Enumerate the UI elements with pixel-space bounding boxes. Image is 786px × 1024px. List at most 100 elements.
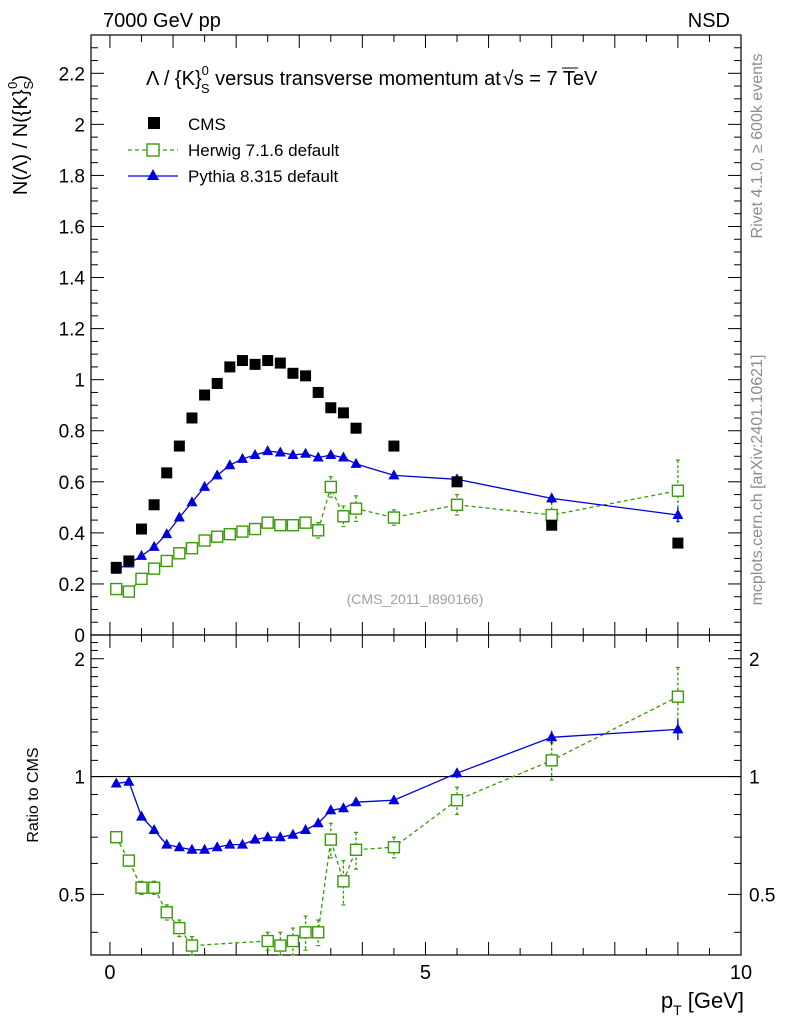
ratio-y-tick-label: 2 — [74, 650, 85, 671]
pythia-ratio-point — [287, 828, 299, 839]
herwig-point — [286, 519, 300, 532]
pythia-point — [546, 492, 558, 503]
herwig-ratio-point — [450, 794, 464, 807]
cms-point — [236, 355, 248, 367]
pythia-point — [186, 496, 198, 507]
herwig-point — [110, 582, 123, 596]
pythia-ratio-point — [123, 775, 135, 786]
main-y-tick-label: 0.6 — [59, 473, 85, 494]
cms-point — [672, 537, 684, 549]
herwig-point — [337, 510, 350, 523]
plot-title: Λ / {K}0 S versus transverse momentum at √… — [146, 63, 598, 96]
pythia-ratio-point — [300, 824, 312, 835]
main-y-axis: 0 0.2 0.4 0.6 0.8 1 1.2 1.4 1.6 1.8 2 2.2 — [59, 34, 741, 647]
pythia-ratio-point — [274, 831, 286, 842]
pythia-point — [388, 469, 400, 480]
pythia-point — [672, 509, 684, 519]
pythia-point — [249, 449, 261, 459]
herwig-point — [261, 516, 274, 529]
main-y-tick-label: 2 — [74, 115, 85, 136]
x-tick-label: 10 — [730, 962, 752, 984]
cms-point — [249, 358, 261, 370]
herwig-ratio-point — [311, 926, 325, 939]
herwig-point — [135, 572, 148, 586]
herwig-point — [545, 508, 558, 522]
herwig-point — [185, 541, 199, 555]
pythia-ratio-point — [148, 824, 160, 835]
analysis-watermark: (CMS_2011_I890166) — [347, 591, 484, 607]
cms-point — [224, 361, 236, 373]
ratio-y-tick-label-right: 1 — [749, 768, 760, 789]
pythia-ratio-point — [236, 838, 248, 849]
pythia-point — [224, 459, 236, 470]
pythia-ratio-point — [546, 731, 558, 742]
ratio-data-layer — [110, 666, 685, 956]
herwig-point — [122, 585, 136, 598]
herwig-ratio-point — [274, 939, 287, 952]
process-label: NSD — [688, 10, 730, 32]
pythia-ratio-line — [116, 728, 678, 851]
ratio-y-tick-label-right: 2 — [749, 650, 760, 671]
herwig-ratio-point — [135, 881, 148, 894]
cms-point — [199, 389, 211, 401]
pythia-ratio-point — [388, 794, 400, 805]
cms-point — [451, 476, 463, 488]
herwig-ratio-point — [545, 754, 558, 767]
herwig-ratio-point — [110, 830, 123, 844]
cms-point — [337, 407, 349, 419]
herwig-point — [198, 534, 211, 547]
cms-point — [262, 355, 274, 367]
pythia-line — [115, 450, 678, 571]
herwig-point — [211, 530, 224, 543]
pythia-ratio-point — [451, 767, 463, 778]
main-y-tick-label: 1.8 — [59, 166, 85, 187]
pythia-ratio-point — [110, 777, 122, 788]
herwig-ratio-point — [160, 906, 173, 919]
cms-point — [388, 440, 400, 452]
herwig-ratio-point — [324, 833, 338, 846]
cms-point — [300, 370, 312, 382]
herwig-ratio-point — [671, 690, 685, 703]
herwig-ratio-point — [299, 926, 312, 939]
cms-point — [123, 555, 135, 567]
pythia-point — [312, 451, 324, 462]
ratio-plot-frame — [90, 634, 742, 956]
cms-point — [350, 422, 362, 434]
pythia-point — [199, 480, 211, 491]
cms-point — [161, 467, 173, 479]
pythia-ratio-point — [173, 841, 185, 852]
herwig-point — [248, 522, 262, 536]
main-y-tick-label: 1.6 — [59, 217, 85, 238]
legend-pythia-marker — [147, 169, 159, 180]
cms-point — [135, 523, 147, 535]
cms-point — [546, 519, 558, 531]
cms-point — [186, 412, 198, 424]
main-y-tick-label: 2.2 — [59, 64, 85, 85]
herwig-point — [324, 480, 338, 494]
main-y-tick-label: 1 — [74, 371, 85, 392]
ratio-y-axis-title: Ratio to CMS — [25, 747, 42, 842]
main-y-tick-label: 1.2 — [59, 320, 85, 341]
herwig-ratio-point — [286, 934, 300, 948]
pythia-point — [211, 469, 223, 480]
x-axis-title: pT [GeV] — [661, 988, 744, 1018]
pythia-ratio-point — [186, 843, 198, 854]
pythia-ratio-point — [161, 838, 173, 849]
rivet-label: Rivet 4.1.0, ≥ 600k events — [749, 54, 766, 239]
herwig-point — [274, 519, 287, 532]
y-axis-title: N(Λ) / N({K}S0) — [5, 75, 36, 195]
herwig-point — [223, 527, 237, 541]
cms-point — [173, 440, 185, 452]
pythia-point — [337, 451, 349, 462]
legend-herwig-label: Herwig 7.1.6 default — [188, 141, 339, 160]
herwig-ratio-point — [122, 854, 136, 867]
cms-point — [211, 378, 223, 390]
cms-point — [312, 386, 324, 398]
mcplots-label: mcplots.cern.ch [arXiv:2401.10621] — [749, 355, 766, 606]
pythia-point — [325, 449, 337, 459]
pythia-ratio-point — [672, 723, 684, 734]
pythia-point — [262, 445, 274, 456]
pythia-ratio-point — [337, 802, 349, 813]
legend-herwig-marker — [146, 143, 160, 157]
cms-point — [110, 561, 122, 573]
